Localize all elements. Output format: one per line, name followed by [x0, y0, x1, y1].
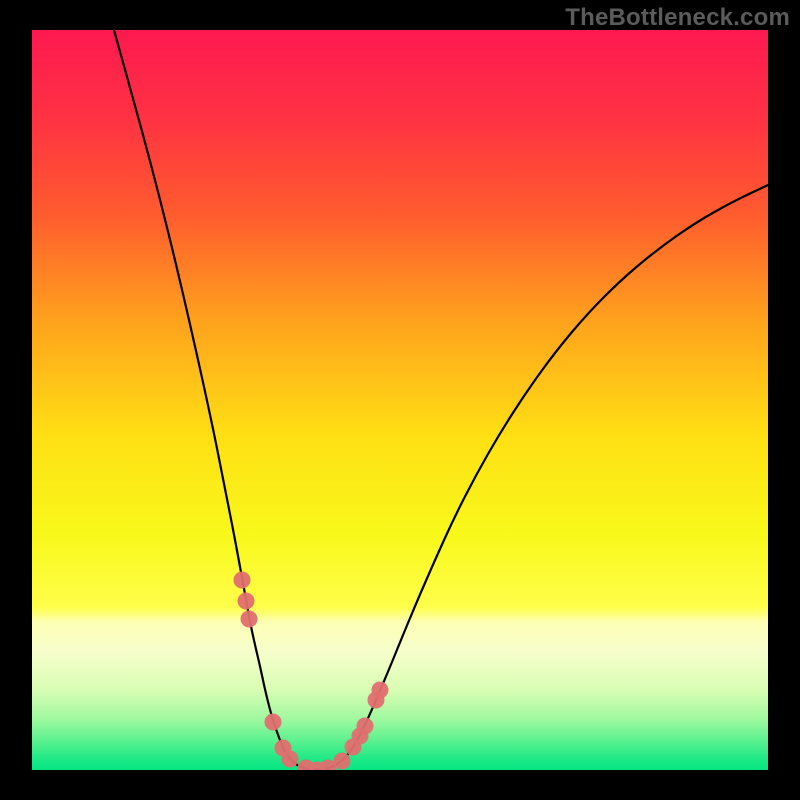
curve-marker [357, 718, 374, 735]
curve-marker [372, 682, 389, 699]
curve-marker [234, 572, 251, 589]
plot-area [32, 30, 768, 770]
curve-marker [238, 593, 255, 610]
curve-marker [282, 751, 299, 768]
curve-marker [334, 753, 351, 770]
gradient-background [32, 30, 768, 770]
watermark-text: TheBottleneck.com [565, 4, 790, 32]
plot-svg [32, 30, 768, 770]
curve-marker [241, 611, 258, 628]
curve-marker [265, 714, 282, 731]
chart-frame: TheBottleneck.com [0, 0, 800, 800]
